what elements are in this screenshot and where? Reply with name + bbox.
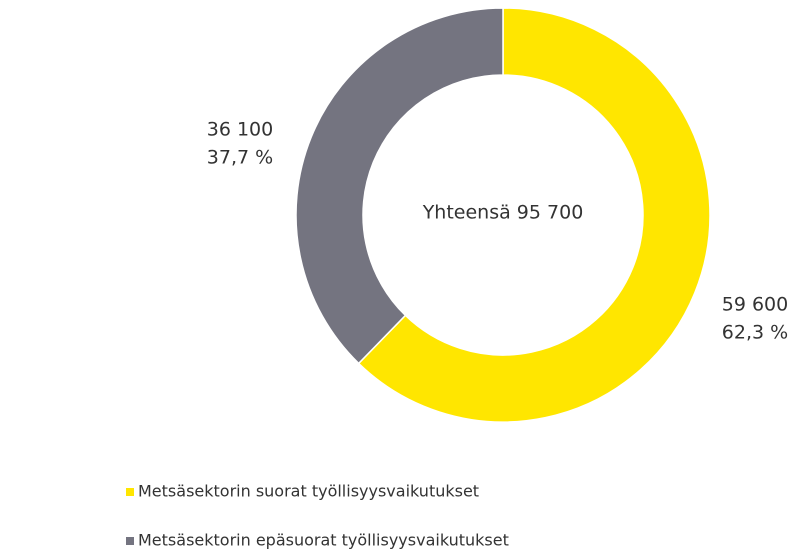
percentage-label: 37,7 % bbox=[207, 147, 273, 169]
center-label: Yhteensä 95 700 bbox=[422, 202, 584, 224]
value-label: 59 600 bbox=[722, 294, 788, 316]
percentage-label: 62,3 % bbox=[722, 322, 788, 344]
legend-label: Metsäsektorin epäsuorat työllisyysvaikut… bbox=[138, 531, 509, 550]
donut-slice bbox=[295, 7, 504, 365]
legend-label: Metsäsektorin suorat työllisyysvaikutuks… bbox=[138, 482, 479, 501]
legend-swatch bbox=[126, 537, 134, 545]
donut-slice bbox=[357, 7, 711, 423]
legend-swatch bbox=[126, 488, 134, 496]
value-label: 36 100 bbox=[207, 119, 273, 141]
